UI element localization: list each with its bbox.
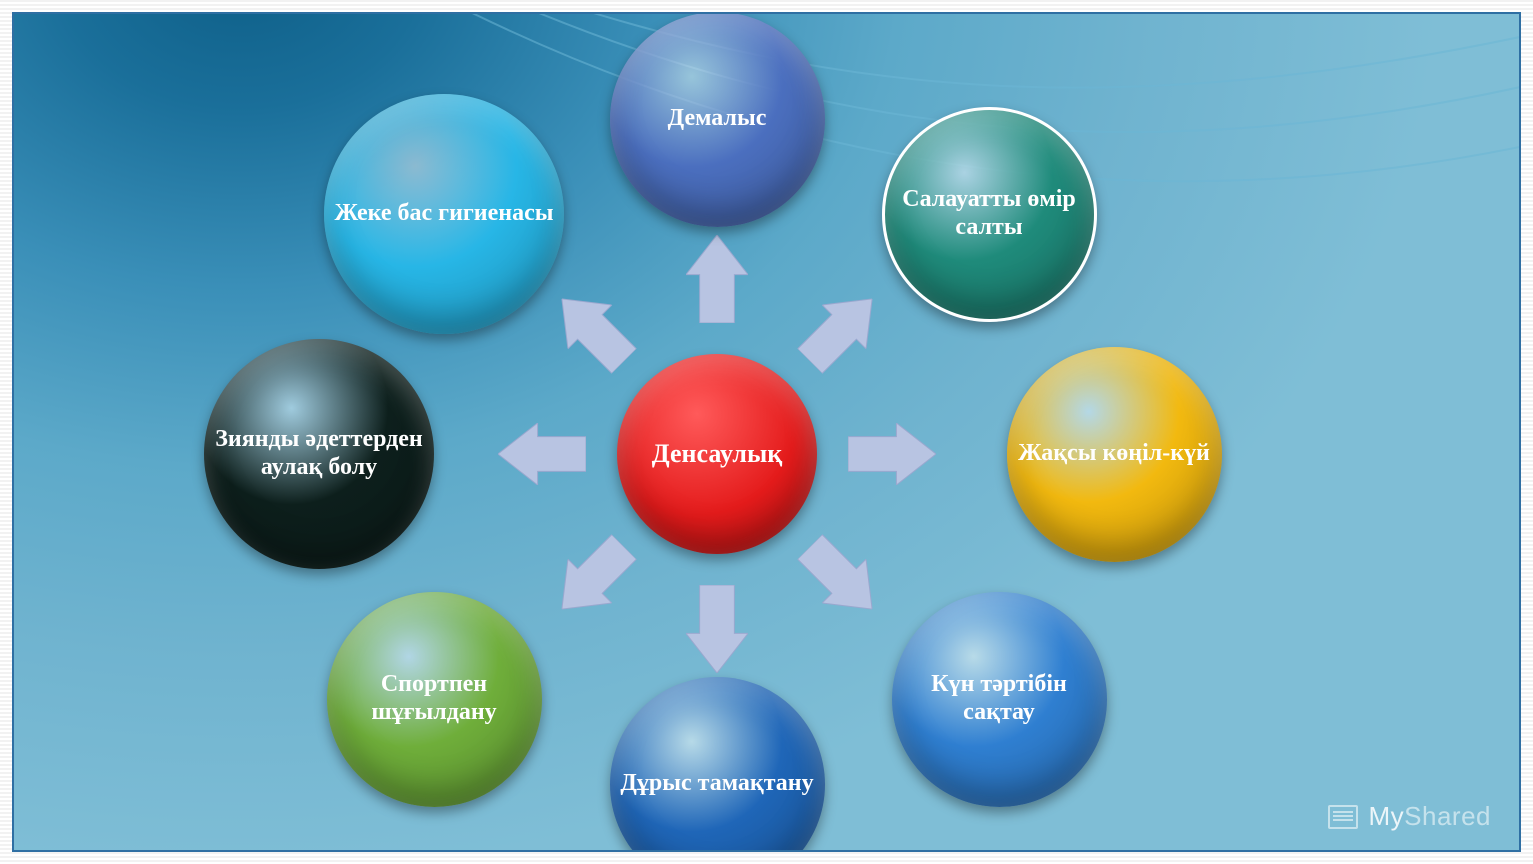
center-node: Денсаулық: [617, 354, 817, 554]
watermark: MyShared: [1328, 801, 1491, 832]
outer-node-demalys: Демалыс: [610, 12, 825, 227]
presentation-icon: [1328, 805, 1358, 829]
outer-label: Күн тәртібін сақтау: [902, 671, 1097, 726]
arrow-icon: [540, 525, 646, 631]
arrow-icon: [498, 423, 586, 485]
outer-label: Жақсы көңіл-күй: [1017, 440, 1212, 468]
watermark-my: My: [1368, 801, 1404, 831]
slide: Денсаулық Демалыс Салауатты өмір салты Жақс…: [12, 12, 1521, 852]
outer-node-salauatty: Салауатты өмір салты: [882, 107, 1097, 322]
outer-label: Демалыс: [620, 105, 815, 133]
arrow-icon: [686, 235, 748, 323]
page: Денсаулық Демалыс Салауатты өмір салты Жақс…: [0, 0, 1533, 864]
outer-node-gigiena: Жеке бас гигиенасы: [324, 94, 564, 334]
arrow-icon: [788, 277, 894, 383]
outer-label: Салауатты өмір салты: [895, 186, 1084, 241]
arrow-icon: [788, 525, 894, 631]
outer-node-sport: Спортпен шұғылдану: [327, 592, 542, 807]
center-label: Денсаулық: [627, 439, 807, 469]
watermark-shared: Shared: [1404, 801, 1491, 831]
arrow-icon: [540, 277, 646, 383]
outer-node-konil: Жақсы көңіл-күй: [1007, 347, 1222, 562]
outer-node-ziandy: Зиянды әдеттерден аулақ болу: [204, 339, 434, 569]
outer-node-kun: Күн тәртібін сақтау: [892, 592, 1107, 807]
arrow-icon: [848, 423, 936, 485]
outer-label: Жеке бас гигиенасы: [334, 200, 554, 228]
radial-diagram: Денсаулық Демалыс Салауатты өмір салты Жақс…: [14, 14, 1519, 850]
outer-label: Спортпен шұғылдану: [337, 671, 532, 726]
outer-label: Зиянды әдеттерден аулақ болу: [214, 426, 424, 481]
arrow-icon: [686, 585, 748, 673]
outer-node-durys: Дұрыс тамақтану: [610, 677, 825, 853]
outer-label: Дұрыс тамақтану: [620, 770, 815, 798]
